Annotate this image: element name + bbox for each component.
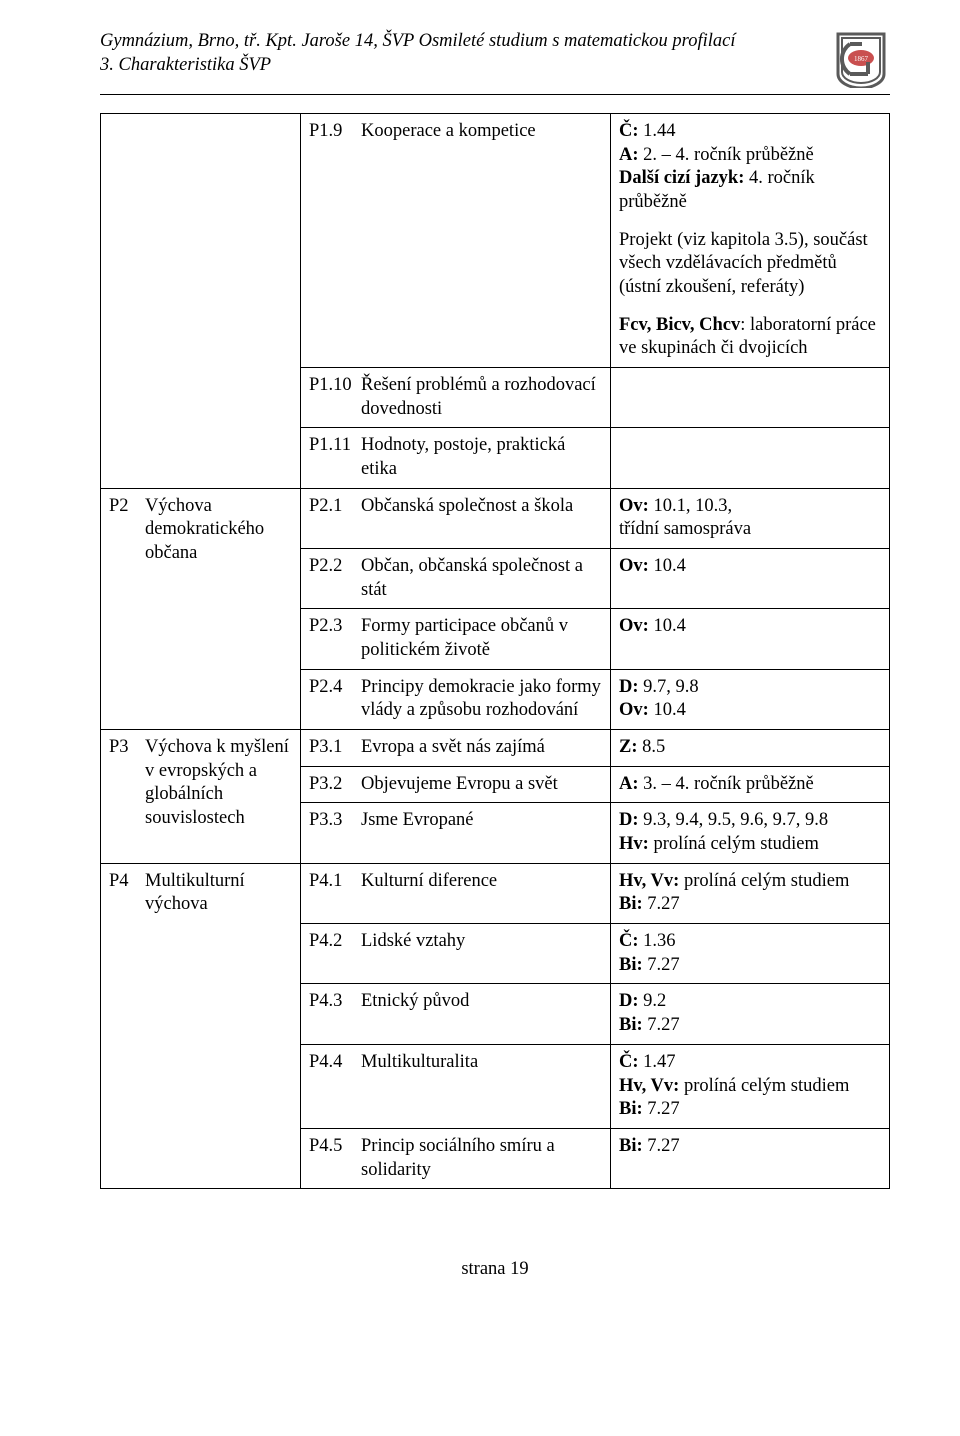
- item-text: Formy participace občanů v politickém ži…: [361, 615, 602, 662]
- category-cell: P2 Výchova demokratického občana: [101, 488, 301, 729]
- item-text: Principy demokracie jako formy vlády a z…: [361, 676, 602, 723]
- svg-text:1867: 1867: [854, 55, 869, 63]
- category-cell: [101, 114, 301, 489]
- item-code: P3.3: [309, 809, 353, 833]
- item-code: P4.4: [309, 1051, 353, 1075]
- school-logo-icon: 1867: [832, 30, 890, 88]
- item-cell: P4.1 Kulturní diference: [301, 863, 611, 923]
- item-cell: P2.2 Občan, občanská společnost a stát: [301, 549, 611, 609]
- item-text: Kulturní diference: [361, 870, 602, 894]
- reference-cell: Ov: 10.1, 10.3,třídní samospráva: [611, 488, 890, 548]
- header-line1: Gymnázium, Brno, tř. Kpt. Jaroše 14, ŠVP…: [100, 30, 735, 54]
- item-cell: P3.1 Evropa a svět nás zajímá: [301, 730, 611, 767]
- page-header: Gymnázium, Brno, tř. Kpt. Jaroše 14, ŠVP…: [100, 30, 890, 88]
- item-cell: P4.3 Etnický původ: [301, 984, 611, 1044]
- item-text: Řešení problémů a rozhodovací dovednosti: [361, 374, 602, 421]
- item-text: Evropa a svět nás zajímá: [361, 736, 602, 760]
- category-text: Výchova demokratického občana: [145, 495, 292, 566]
- reference-cell: Ov: 10.4: [611, 549, 890, 609]
- item-text: Princip sociálního smíru a solidarity: [361, 1135, 602, 1182]
- reference-cell: [611, 428, 890, 488]
- item-cell: P1.10 Řešení problémů a rozhodovací doved…: [301, 368, 611, 428]
- category-cell: P4 Multikulturní výchova: [101, 863, 301, 1188]
- header-text: Gymnázium, Brno, tř. Kpt. Jaroše 14, ŠVP…: [100, 30, 735, 77]
- document-page: Gymnázium, Brno, tř. Kpt. Jaroše 14, ŠVP…: [0, 0, 960, 1320]
- item-code: P2.2: [309, 555, 353, 579]
- item-cell: P4.2 Lidské vztahy: [301, 924, 611, 984]
- reference-cell: Bi: 7.27: [611, 1128, 890, 1188]
- category-code: P3: [109, 736, 137, 760]
- item-text: Etnický původ: [361, 990, 602, 1014]
- item-code: P1.9: [309, 120, 353, 144]
- item-code: P3.1: [309, 736, 353, 760]
- reference-cell: Č: 1.44A: 2. – 4. ročník průběžněDalší c…: [611, 114, 890, 368]
- curriculum-table: P1.9 Kooperace a kompetice Č: 1.44A: 2. – …: [100, 113, 890, 1189]
- reference-cell: Z: 8.5: [611, 730, 890, 767]
- table-row: P1.9 Kooperace a kompetice Č: 1.44A: 2. – …: [101, 114, 890, 368]
- item-code: P4.3: [309, 990, 353, 1014]
- item-code: P3.2: [309, 773, 353, 797]
- item-cell: P1.9 Kooperace a kompetice: [301, 114, 611, 368]
- item-cell: P3.2 Objevujeme Evropu a svět: [301, 766, 611, 803]
- table-row: P3Výchova k myšlení v evropských a globá…: [101, 730, 890, 767]
- reference-cell: D: 9.3, 9.4, 9.5, 9.6, 9.7, 9.8Hv: prolí…: [611, 803, 890, 863]
- item-code: P2.1: [309, 495, 353, 519]
- header-rule: [100, 94, 890, 95]
- item-text: Objevujeme Evropu a svět: [361, 773, 602, 797]
- item-cell: P4.5 Princip sociálního smíru a solidarit…: [301, 1128, 611, 1188]
- item-code: P4.1: [309, 870, 353, 894]
- item-text: Kooperace a kompetice: [361, 120, 602, 144]
- category-code: P4: [109, 870, 137, 894]
- item-cell: P3.3 Jsme Evropané: [301, 803, 611, 863]
- page-footer: strana 19: [100, 1259, 890, 1280]
- item-code: P4.2: [309, 930, 353, 954]
- item-code: P1.10: [309, 374, 353, 398]
- item-cell: P2.3 Formy participace občanů v politické…: [301, 609, 611, 669]
- item-cell: P4.4 Multikulturalita: [301, 1044, 611, 1128]
- item-cell: P2.1 Občanská společnost a škola: [301, 488, 611, 548]
- category-code: P2: [109, 495, 137, 519]
- item-cell: P1.11 Hodnoty, postoje, praktická etika: [301, 428, 611, 488]
- item-text: Jsme Evropané: [361, 809, 602, 833]
- item-cell: P2.4 Principy demokracie jako formy vlády…: [301, 669, 611, 729]
- item-text: Multikulturalita: [361, 1051, 602, 1075]
- item-code: P2.4: [309, 676, 353, 700]
- reference-cell: D: 9.7, 9.8Ov: 10.4: [611, 669, 890, 729]
- item-code: P4.5: [309, 1135, 353, 1159]
- reference-cell: A: 3. – 4. ročník průběžně: [611, 766, 890, 803]
- reference-cell: Č: 1.47Hv, Vv: prolíná celým studiemBi: …: [611, 1044, 890, 1128]
- reference-cell: Ov: 10.4: [611, 609, 890, 669]
- category-cell: P3 Výchova k myšlení v evropských a globá…: [101, 730, 301, 864]
- item-text: Lidské vztahy: [361, 930, 602, 954]
- reference-cell: D: 9.2Bi: 7.27: [611, 984, 890, 1044]
- reference-cell: Č: 1.36Bi: 7.27: [611, 924, 890, 984]
- table-row: P4 Multikulturní výchova P4.1 Kulturní dife…: [101, 863, 890, 923]
- table-row: P2Výchova demokratického občanaP2.1Občan…: [101, 488, 890, 548]
- item-code: P1.11: [309, 434, 353, 458]
- header-line2: 3. Charakteristika ŠVP: [100, 54, 735, 78]
- category-text: Výchova k myšlení v evropských a globáln…: [145, 736, 292, 831]
- item-text: Občanská společnost a škola: [361, 495, 602, 519]
- item-code: P2.3: [309, 615, 353, 639]
- reference-cell: [611, 368, 890, 428]
- item-text: Občan, občanská společnost a stát: [361, 555, 602, 602]
- reference-cell: Hv, Vv: prolíná celým studiemBi: 7.27: [611, 863, 890, 923]
- category-text: Multikulturní výchova: [145, 870, 292, 917]
- item-text: Hodnoty, postoje, praktická etika: [361, 434, 602, 481]
